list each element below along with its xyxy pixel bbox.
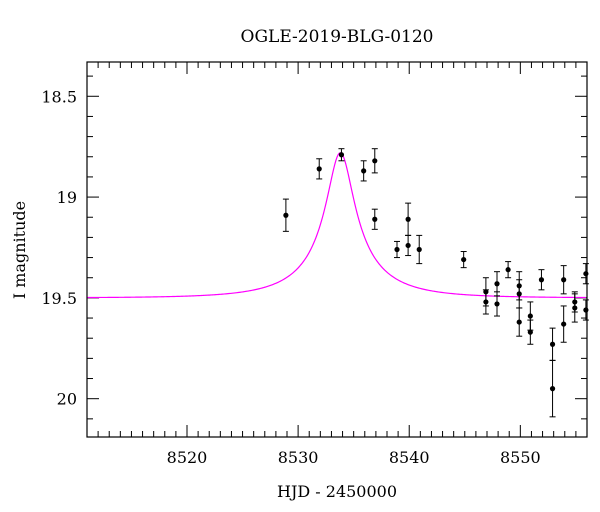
data-point: [405, 202, 412, 236]
data-point: [371, 148, 378, 174]
data-point: [394, 240, 400, 259]
data-point: [282, 198, 289, 232]
point-marker: [461, 256, 467, 263]
data-point: [582, 263, 589, 285]
data-point: [582, 299, 589, 321]
point-marker: [583, 307, 589, 313]
point-marker: [561, 321, 567, 327]
data-point: [527, 319, 534, 345]
point-marker: [483, 299, 489, 305]
x-tick-label: 8520: [167, 448, 208, 467]
point-marker: [316, 166, 322, 172]
point-marker: [572, 305, 578, 311]
data-point: [482, 289, 489, 315]
point-marker: [494, 301, 500, 307]
data-point: [516, 307, 523, 337]
data-point: [560, 265, 567, 295]
data-point: [549, 327, 556, 361]
data-point: [516, 279, 523, 309]
point-marker: [549, 386, 556, 392]
point-marker: [549, 341, 556, 347]
plot-area: [86, 148, 589, 418]
point-marker: [372, 216, 378, 222]
point-marker: [561, 277, 567, 283]
x-axis-label: HJD - 2450000: [277, 482, 397, 501]
y-axis-label: I magnitude: [10, 201, 29, 299]
point-marker: [405, 242, 411, 249]
data-point: [405, 234, 412, 257]
point-marker: [505, 267, 511, 273]
data-point: [338, 148, 345, 162]
data-point: [316, 158, 323, 180]
data-point: [538, 269, 545, 291]
point-marker: [494, 281, 500, 287]
x-tick-label: 8530: [278, 448, 319, 467]
point-marker: [516, 319, 522, 325]
point-marker: [583, 271, 589, 277]
point-marker: [527, 329, 533, 335]
point-marker: [283, 212, 289, 218]
y-tick-label: 18.5: [41, 87, 77, 106]
data-point: [494, 291, 500, 317]
y-tick-label: 19.5: [41, 289, 77, 308]
data-point: [371, 208, 378, 230]
point-marker: [416, 246, 422, 253]
data-point: [560, 305, 567, 343]
data-point: [549, 359, 556, 418]
y-tick-label: 19: [57, 188, 77, 207]
point-marker: [527, 313, 533, 319]
y-tick-label: 20: [57, 390, 77, 409]
plot-frame: [86, 61, 588, 438]
axis-ticks: [86, 62, 588, 437]
tick-labels: 8520 8530 8540 8550 18.5 19 19.5 20: [41, 87, 540, 467]
point-marker: [372, 158, 378, 164]
model-curve: [86, 152, 586, 299]
data-point: [360, 160, 367, 182]
x-tick-label: 8540: [389, 448, 430, 467]
x-tick-label: 8550: [500, 448, 541, 467]
data-point: [460, 251, 467, 269]
data-point: [416, 234, 423, 265]
point-marker: [338, 152, 345, 158]
point-marker: [361, 168, 367, 174]
chart-title: OGLE-2019-BLG-0120: [241, 27, 434, 47]
point-marker: [538, 277, 545, 283]
point-marker: [394, 246, 400, 253]
point-marker: [405, 216, 411, 222]
data-point: [571, 293, 578, 323]
point-marker: [516, 291, 522, 297]
data-point: [505, 261, 512, 279]
